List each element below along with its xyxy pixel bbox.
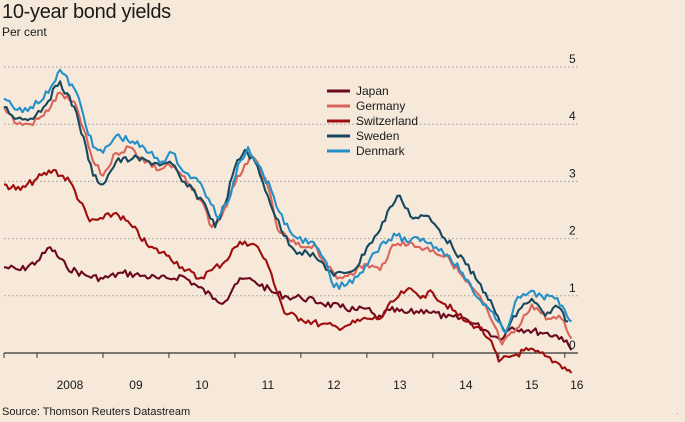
y-axis-ticks: 5 4 3 2 1 0 — [569, 52, 576, 352]
y-tick-label: 5 — [569, 52, 576, 66]
y-tick-label: 0 — [569, 338, 576, 352]
x-tick-label: 14 — [459, 378, 473, 392]
y-tick-label: 3 — [569, 166, 576, 180]
legend-label-switzerland: Switzerland — [356, 114, 418, 128]
x-tick-label: 2008 — [57, 378, 84, 392]
y-tick-label: 2 — [569, 224, 576, 238]
legend-label-denmark: Denmark — [356, 144, 406, 158]
x-tick-label: 16 — [570, 378, 584, 392]
x-tick-label: 11 — [262, 378, 275, 392]
gridlines — [4, 66, 578, 354]
x-tick-label: 13 — [393, 378, 407, 392]
y-tick-label: 1 — [569, 281, 576, 295]
chart-subtitle: Per cent — [2, 25, 47, 39]
series-line-sweden — [3, 80, 569, 335]
x-tick-label: 12 — [327, 378, 341, 392]
footnote-mark: . — [676, 406, 679, 416]
x-axis-ticks: 2008 09 10 11 12 13 14 15 16 — [3, 353, 584, 392]
x-tick-label: 10 — [195, 378, 209, 392]
series-line-germany — [3, 91, 573, 346]
x-tick-label: 09 — [129, 378, 143, 392]
series-lines — [3, 68, 573, 374]
chart-title: 10-year bond yields — [2, 1, 171, 23]
legend-label-japan: Japan — [356, 84, 389, 98]
legend-label-germany: Germany — [356, 99, 405, 113]
y-tick-label: 4 — [569, 109, 576, 123]
series-line-switzerland — [3, 168, 573, 374]
series-line-japan — [3, 246, 573, 351]
source-note: Source: Thomson Reuters Datastream — [2, 406, 191, 418]
legend-label-sweden: Sweden — [356, 129, 399, 143]
series-line-denmark — [3, 68, 573, 335]
x-tick-label: 15 — [525, 378, 539, 392]
